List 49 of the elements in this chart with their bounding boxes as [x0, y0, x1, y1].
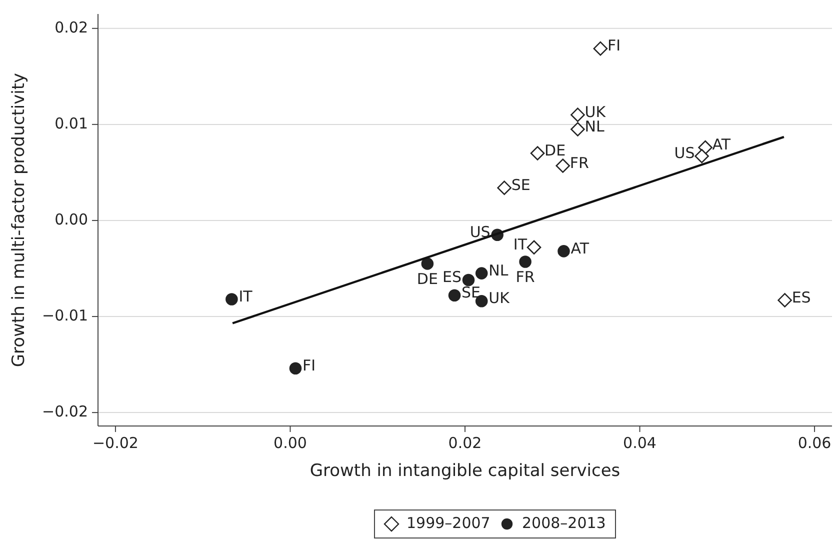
y-tick-label: 0.02 — [54, 18, 88, 37]
point — [570, 122, 585, 136]
point — [462, 274, 475, 286]
data-label: SE — [462, 283, 481, 302]
legend-label: 2008–2013 — [522, 514, 606, 532]
data-label: AT — [570, 239, 590, 258]
point — [421, 258, 434, 270]
data-label: DE — [416, 270, 438, 288]
y-tick-label: 0.00 — [54, 210, 88, 229]
point — [558, 245, 570, 258]
data-label: NL — [488, 261, 509, 280]
data-label: ES — [442, 268, 462, 286]
y-tick-label: −0.01 — [42, 306, 88, 325]
data-label: ES — [792, 288, 811, 306]
point — [497, 180, 512, 195]
point — [475, 267, 488, 280]
x-tick-label: 0.02 — [448, 434, 482, 452]
data-label: FI — [607, 36, 621, 55]
y-tick-label: −0.02 — [42, 402, 88, 421]
data-label: US — [674, 144, 695, 162]
point — [289, 362, 302, 375]
data-label: DE — [544, 141, 566, 160]
x-tick-label: −0.02 — [92, 434, 138, 452]
data-label: FR — [570, 154, 589, 172]
y-axis-title: Growth in multi-factor productivity — [9, 72, 29, 368]
point — [593, 41, 608, 56]
x-tick-label: 0.04 — [623, 434, 656, 452]
data-label: FI — [302, 356, 316, 374]
point — [526, 240, 542, 255]
y-tick-label: 0.01 — [54, 114, 88, 133]
point — [226, 293, 238, 306]
point — [530, 146, 545, 160]
data-label: IT — [238, 287, 254, 306]
point — [778, 293, 792, 308]
data-label: FR — [516, 268, 535, 286]
x-axis-title: Growth in intangible capital services — [310, 461, 620, 481]
point — [556, 158, 570, 173]
data-label: IT — [513, 235, 528, 254]
x-tick-label: 0.06 — [798, 434, 832, 452]
data-label: SE — [511, 176, 530, 194]
x-tick-label: 0.00 — [274, 434, 307, 452]
data-label: UK — [488, 289, 511, 308]
point — [570, 108, 585, 122]
data-label: US — [470, 222, 490, 241]
point — [519, 256, 532, 268]
point — [448, 289, 461, 302]
data-label: AT — [712, 136, 732, 154]
legend-label: 1999–2007 — [406, 514, 490, 532]
point — [694, 148, 709, 164]
